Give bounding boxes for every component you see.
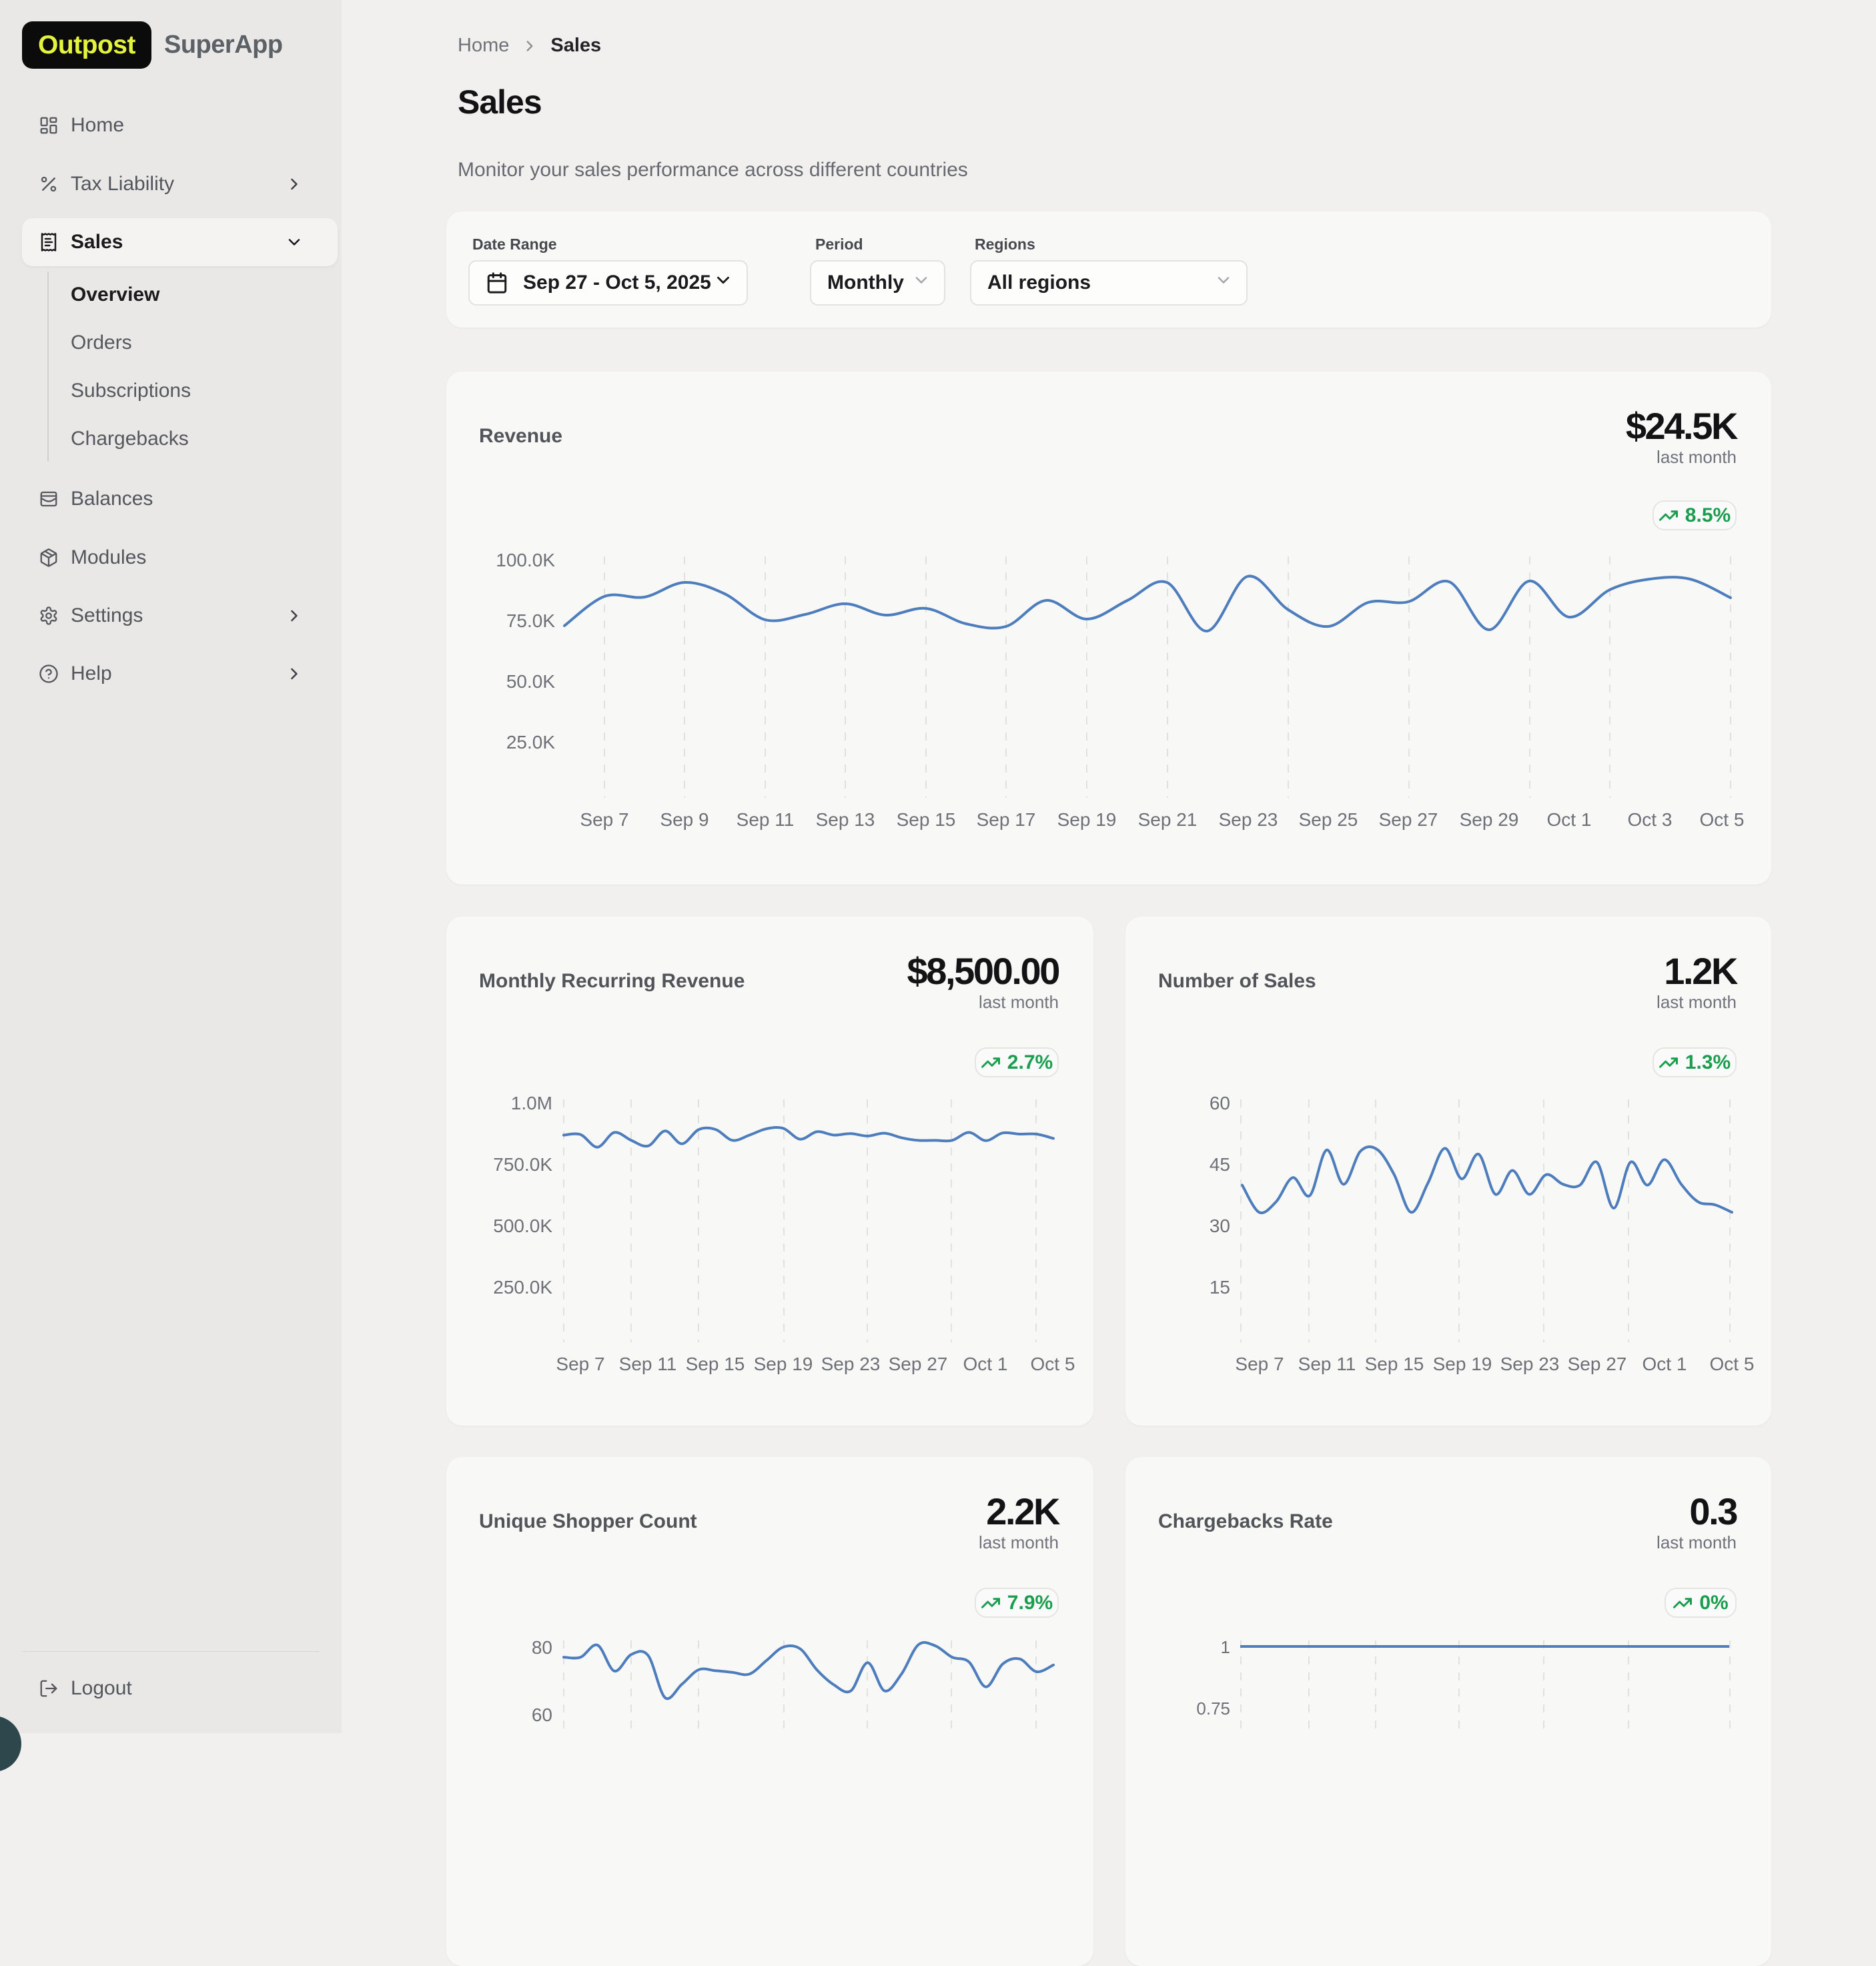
svg-text:Oct 1: Oct 1 <box>1643 1354 1687 1374</box>
svg-text:Sep 7: Sep 7 <box>556 1354 604 1374</box>
svg-text:Sep 7: Sep 7 <box>1235 1354 1284 1374</box>
svg-text:1: 1 <box>1221 1637 1230 1657</box>
svg-text:Sep 23: Sep 23 <box>821 1354 881 1374</box>
svg-text:Sep 27: Sep 27 <box>1379 809 1438 830</box>
svg-text:Sep 15: Sep 15 <box>1365 1354 1424 1374</box>
svg-text:15: 15 <box>1210 1277 1230 1298</box>
svg-text:Oct 5: Oct 5 <box>1710 1354 1755 1374</box>
svg-text:75.0K: 75.0K <box>506 610 555 631</box>
svg-text:60: 60 <box>1210 1093 1230 1113</box>
svg-text:Sep 19: Sep 19 <box>1057 809 1117 830</box>
svg-text:Sep 23: Sep 23 <box>1219 809 1278 830</box>
svg-text:80: 80 <box>532 1637 552 1658</box>
svg-text:0.75: 0.75 <box>1196 1698 1230 1718</box>
svg-text:Sep 15: Sep 15 <box>686 1354 745 1374</box>
svg-text:Sep 19: Sep 19 <box>1433 1354 1492 1374</box>
svg-text:Sep 21: Sep 21 <box>1138 809 1198 830</box>
svg-text:Sep 27: Sep 27 <box>1568 1354 1627 1374</box>
svg-text:250.0K: 250.0K <box>493 1277 552 1298</box>
svg-text:Sep 11: Sep 11 <box>619 1354 677 1374</box>
svg-text:Oct 3: Oct 3 <box>1628 809 1673 830</box>
svg-text:Sep 29: Sep 29 <box>1460 809 1519 830</box>
svg-text:Sep 9: Sep 9 <box>660 809 709 830</box>
svg-text:Sep 23: Sep 23 <box>1500 1354 1560 1374</box>
svg-text:500.0K: 500.0K <box>493 1215 552 1236</box>
svg-text:1.0M: 1.0M <box>511 1093 552 1113</box>
svg-text:45: 45 <box>1210 1154 1230 1175</box>
svg-text:Oct 5: Oct 5 <box>1700 809 1745 830</box>
svg-text:Oct 1: Oct 1 <box>963 1354 1008 1374</box>
svg-text:25.0K: 25.0K <box>506 732 555 753</box>
svg-text:Sep 19: Sep 19 <box>754 1354 813 1374</box>
svg-text:30: 30 <box>1210 1215 1230 1236</box>
svg-text:Sep 11: Sep 11 <box>1298 1354 1356 1374</box>
svg-text:50.0K: 50.0K <box>506 671 555 692</box>
svg-text:Sep 13: Sep 13 <box>816 809 875 830</box>
svg-text:Oct 5: Oct 5 <box>1031 1354 1075 1374</box>
svg-text:60: 60 <box>532 1704 552 1725</box>
svg-text:100.0K: 100.0K <box>496 550 555 570</box>
svg-text:Sep 15: Sep 15 <box>897 809 956 830</box>
svg-text:Sep 17: Sep 17 <box>977 809 1036 830</box>
svg-text:Sep 27: Sep 27 <box>889 1354 948 1374</box>
svg-text:750.0K: 750.0K <box>493 1154 552 1175</box>
svg-text:Sep 25: Sep 25 <box>1299 809 1358 830</box>
svg-text:Sep 7: Sep 7 <box>580 809 628 830</box>
svg-text:Oct 1: Oct 1 <box>1547 809 1592 830</box>
svg-text:Sep 11: Sep 11 <box>737 809 795 830</box>
